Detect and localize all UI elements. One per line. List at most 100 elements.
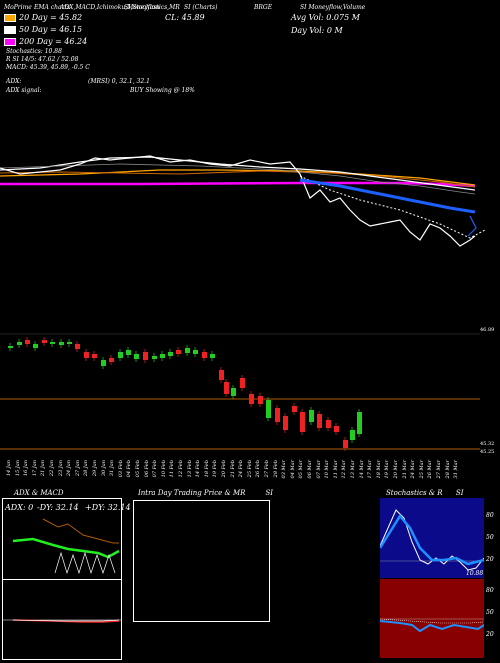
- ema-orange-line-2: [0, 170, 476, 188]
- header-item-si: SI,Stochastics,MR: [124, 4, 180, 11]
- candle: [75, 344, 80, 349]
- date-label: 24 Feb: [238, 460, 245, 478]
- adx-panel: ADX: 0 -DY: 32.14 +DY: 32.14: [2, 498, 131, 580]
- stoch-panel-title: Stochastics & R SI: [386, 489, 464, 497]
- date-label: 30 Jan: [100, 460, 107, 477]
- date-label: 06 Feb: [143, 460, 150, 478]
- date-label: 05 Mar: [298, 460, 305, 479]
- close-price: CL: 45.89: [165, 13, 205, 22]
- date-label: 04 Feb: [126, 460, 133, 478]
- blue-ema-line: [299, 178, 476, 214]
- date-label: 26 Feb: [255, 460, 262, 478]
- date-label: 31 Mar: [453, 460, 460, 479]
- date-label: 28 Jan: [83, 460, 90, 477]
- date-label: 13 Feb: [186, 460, 193, 478]
- date-label: 23 Jan: [57, 460, 64, 477]
- r-si-value: R SI 14/5: 47.62 / 52.08: [6, 56, 79, 63]
- date-label: 06 Mar: [307, 460, 313, 479]
- date-label: 15 Jan: [14, 460, 21, 477]
- plus-di-value: +DY: 32.14: [85, 503, 131, 512]
- adx-signal-label: ADX signal:: [6, 87, 42, 94]
- candle: [283, 416, 288, 430]
- adx-value: ADX: 0: [5, 503, 34, 512]
- date-label: 25 Feb: [246, 460, 253, 478]
- date-axis: 14 Jan 15 Jan 16 Jan 17 Jan 21 Jan 22 Jan 23 J…: [0, 460, 500, 485]
- candle: [67, 342, 72, 344]
- date-label: 24 Mar: [410, 460, 417, 479]
- date-label: 17 Mar: [367, 460, 374, 479]
- date-label: 14 Mar: [358, 460, 365, 479]
- ema-thin-line: [0, 163, 476, 195]
- header-item-sicharts: SI (Charts): [184, 4, 218, 11]
- date-label: 16 Jan: [23, 460, 30, 477]
- header-item-ema: EMA charts: [34, 4, 70, 11]
- adx-panel-title: ADX & MACD: [14, 489, 64, 497]
- date-label: 21 Feb: [229, 460, 236, 478]
- header-item-moneyflow: SI Moneyflow,Volume: [300, 4, 366, 11]
- macd-panel: [2, 579, 122, 660]
- candle: [84, 352, 89, 358]
- candle: [101, 360, 106, 366]
- price-line: [0, 155, 476, 247]
- ema-chart: [0, 155, 486, 247]
- adx-lines: [12, 518, 120, 575]
- candle: [8, 346, 13, 348]
- header-item-ticker: BRGE: [254, 4, 273, 11]
- date-label: 27 Mar: [436, 460, 442, 479]
- macd-value: MACD: 45.39, 45.89, -0.5 C: [6, 64, 90, 71]
- mrsi-value: (MRSI) 0, 32.1, 32.1: [88, 78, 150, 85]
- intraday-panel-title: Intra Day Trading Price & MR SI: [138, 489, 273, 497]
- date-label: 25 Mar: [418, 460, 425, 479]
- si-tick-20: 20: [486, 631, 494, 638]
- date-label: 21 Jan: [40, 460, 47, 477]
- adx-label: ADX:: [6, 78, 22, 85]
- date-label: 21 Mar: [401, 460, 408, 479]
- stoch-tick-80: 80: [486, 512, 494, 519]
- price-label-bot: 45.25: [480, 449, 495, 455]
- stoch-value: Stochastics: 10.88: [6, 48, 62, 55]
- stoch-tick-50: 50: [486, 534, 494, 541]
- header-item-adx: ADX,MACD,Ichimoku,Moneyflow: [60, 4, 161, 11]
- date-label: 29 Jan: [92, 460, 98, 477]
- date-label: 12 Feb: [178, 460, 184, 478]
- date-label: 04 Mar: [289, 460, 296, 479]
- date-label: 14 Feb: [195, 460, 202, 478]
- si-tick-50: 50: [486, 609, 494, 616]
- date-label: 11 Feb: [169, 460, 176, 478]
- candle: [118, 352, 123, 358]
- candle: [240, 378, 245, 388]
- candle: [258, 396, 263, 404]
- si-lines: [379, 618, 485, 633]
- legend-swatch-ema50: [4, 26, 16, 34]
- date-label: 28 Feb: [272, 460, 279, 478]
- date-label: 17 Jan: [31, 460, 38, 477]
- date-label: 07 Feb: [152, 460, 159, 478]
- candle: [168, 352, 173, 356]
- candle: [317, 414, 322, 428]
- macd-lines: [3, 619, 121, 623]
- date-label: 19 Mar: [384, 460, 391, 479]
- price-line-dotted: [299, 175, 486, 239]
- candle: [292, 406, 297, 412]
- candle: [176, 350, 181, 354]
- date-label: 03 Mar: [281, 460, 288, 479]
- candle: [42, 340, 47, 343]
- date-label: 18 Mar: [375, 460, 382, 479]
- ema200-line: [0, 181, 476, 188]
- date-label: 11 Mar: [332, 460, 339, 479]
- candle: [275, 408, 280, 422]
- candle: [326, 420, 331, 428]
- candle: [202, 352, 207, 358]
- avg-volume: Avg Vol: 0.075 M: [291, 13, 360, 22]
- si-panel: 80 50 20: [379, 579, 494, 658]
- si-tick-80: 80: [486, 587, 494, 594]
- candle: [350, 430, 355, 440]
- candle: [193, 350, 198, 354]
- candle: [109, 358, 114, 362]
- minus-di-value: -DY: 32.14: [37, 503, 79, 512]
- blue-line-end: [467, 215, 477, 237]
- date-label: 26 Mar: [427, 460, 434, 479]
- stoch-tick-20: 20: [486, 556, 494, 563]
- legend-ema20: 20 Day = 45.82: [4, 14, 82, 22]
- legend-swatch-ema200: [4, 38, 16, 46]
